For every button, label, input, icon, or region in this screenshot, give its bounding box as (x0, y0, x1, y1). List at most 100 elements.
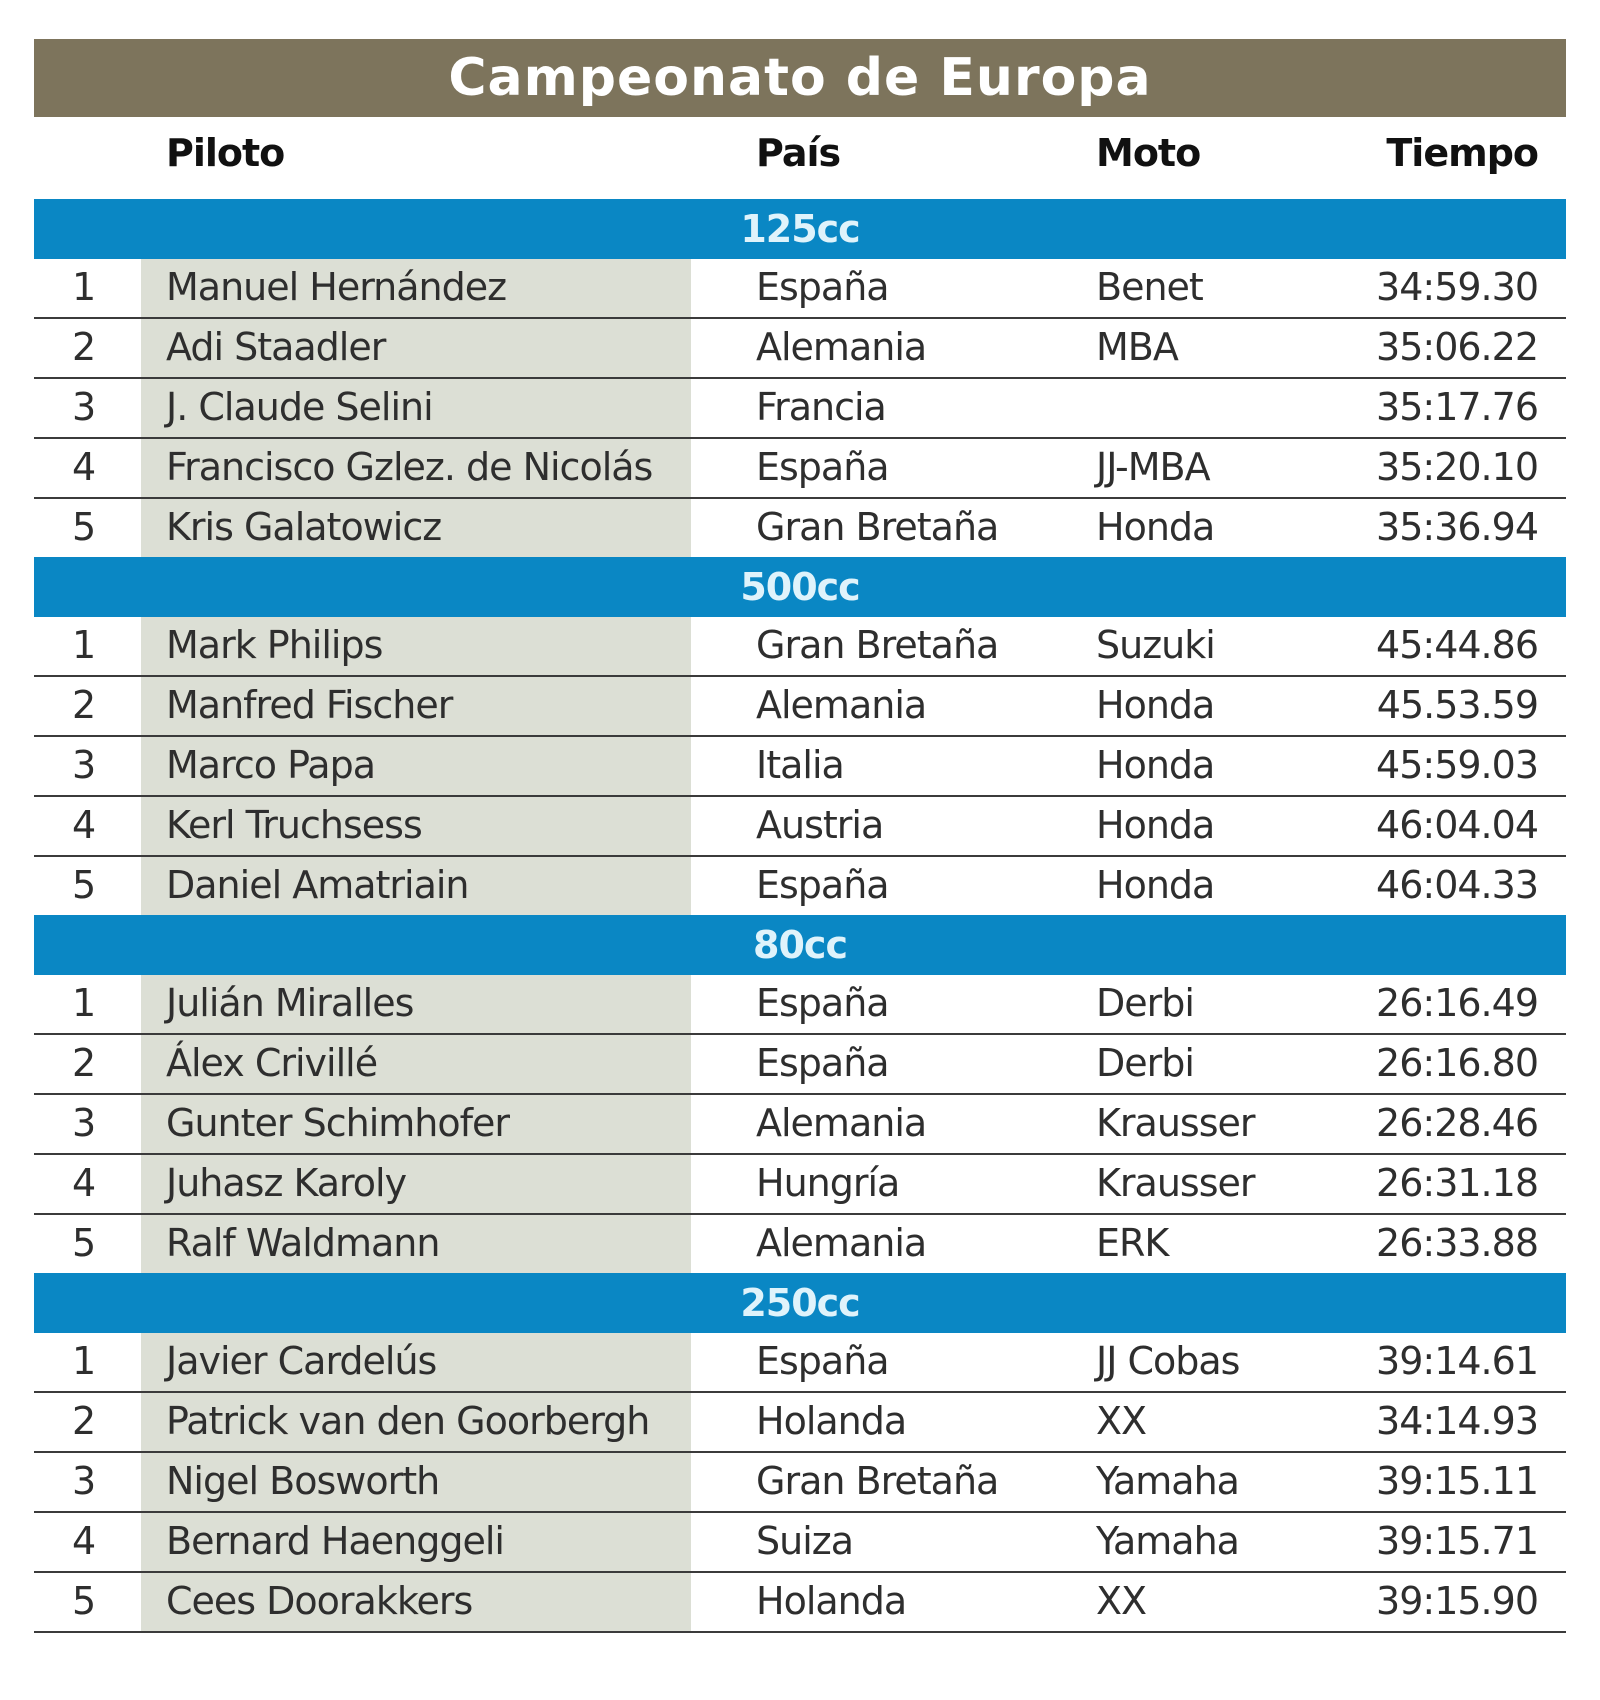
section-header: 500cc (34, 557, 1566, 617)
position-cell: 5 (72, 505, 96, 549)
bike-cell: Derbi (1096, 1041, 1195, 1085)
table-row: 3 Marco Papa Italia Honda 45:59.03 (34, 737, 1566, 797)
pilot-cell: Javier Cardelús (166, 1339, 437, 1383)
name-column-shading (141, 319, 691, 377)
time-cell: 45.53.59 (1376, 683, 1539, 727)
pilot-cell: Patrick van den Goorbergh (166, 1399, 650, 1443)
table-row: 3 Nigel Bosworth Gran Bretaña Yamaha 39:15.1… (34, 1453, 1566, 1513)
name-column-shading (141, 1393, 691, 1451)
position-cell: 1 (72, 981, 96, 1025)
name-column-shading (141, 1035, 691, 1093)
position-cell: 5 (72, 863, 96, 907)
bike-cell: Honda (1096, 743, 1215, 787)
column-headers: Piloto País Moto Tiempo (34, 117, 1566, 199)
name-column-shading (141, 1215, 691, 1273)
header-country: País (756, 131, 841, 175)
country-cell: España (756, 981, 890, 1025)
position-cell: 2 (72, 325, 96, 369)
header-bike: Moto (1096, 131, 1201, 175)
position-cell: 5 (72, 1579, 96, 1623)
pilot-cell: Marco Papa (166, 743, 376, 787)
pilot-cell: Gunter Schimhofer (166, 1101, 510, 1145)
table-row: 5 Daniel Amatriain España Honda 46:04.33 (34, 857, 1566, 915)
position-cell: 1 (72, 265, 96, 309)
time-cell: 26:31.18 (1376, 1161, 1539, 1205)
position-cell: 2 (72, 683, 96, 727)
position-cell: 1 (72, 623, 96, 667)
table-row: 1 Julián Miralles España Derbi 26:16.49 (34, 975, 1566, 1035)
sections-container: 125cc 1 Manuel Hernández España Benet 34:59.3… (34, 199, 1566, 1633)
table-row: 3 J. Claude Selini Francia 35:17.76 (34, 379, 1566, 439)
bike-cell: Honda (1096, 803, 1215, 847)
country-cell: España (756, 265, 890, 309)
name-column-shading (141, 617, 691, 675)
table-row: 4 Juhasz Karoly Hungría Krausser 26:31.18 (34, 1155, 1566, 1215)
country-cell: Italia (756, 743, 845, 787)
table-row: 2 Manfred Fischer Alemania Honda 45.53.59 (34, 677, 1566, 737)
pilot-cell: Bernard Haenggeli (166, 1519, 505, 1563)
table-row: 1 Manuel Hernández España Benet 34:59.30 (34, 259, 1566, 319)
name-column-shading (141, 439, 691, 497)
time-cell: 26:33.88 (1376, 1221, 1539, 1265)
country-cell: Hungría (756, 1161, 900, 1205)
country-cell: Francia (756, 385, 887, 429)
country-cell: Alemania (756, 325, 927, 369)
header-pilot: Piloto (166, 131, 285, 175)
name-column-shading (141, 857, 691, 915)
time-cell: 26:16.49 (1376, 981, 1539, 1025)
bike-cell: JJ Cobas (1096, 1339, 1240, 1383)
position-cell: 2 (72, 1041, 96, 1085)
pilot-cell: Álex Crivillé (166, 1041, 378, 1085)
table-row: 2 Álex Crivillé España Derbi 26:16.80 (34, 1035, 1566, 1095)
name-column-shading (141, 379, 691, 437)
pilot-cell: Mark Philips (166, 623, 383, 667)
time-cell: 39:15.90 (1376, 1579, 1539, 1623)
pilot-cell: Julián Miralles (166, 981, 414, 1025)
table-row: 5 Ralf Waldmann Alemania ERK 26:33.88 (34, 1215, 1566, 1273)
name-column-shading (141, 1155, 691, 1213)
position-cell: 1 (72, 1339, 96, 1383)
position-cell: 2 (72, 1399, 96, 1443)
table-title: Campeonato de Europa (34, 39, 1566, 117)
bike-cell: Derbi (1096, 981, 1195, 1025)
section-header: 80cc (34, 915, 1566, 975)
table-row: 5 Kris Galatowicz Gran Bretaña Honda 35:36.9… (34, 499, 1566, 557)
bike-cell: Krausser (1096, 1101, 1256, 1145)
time-cell: 35:36.94 (1376, 505, 1539, 549)
position-cell: 4 (72, 1519, 96, 1563)
country-cell: Gran Bretaña (756, 623, 999, 667)
pilot-cell: Daniel Amatriain (166, 863, 470, 907)
time-cell: 26:16.80 (1376, 1041, 1539, 1085)
bike-cell: XX (1096, 1399, 1147, 1443)
time-cell: 45:44.86 (1376, 623, 1539, 667)
time-cell: 35:17.76 (1376, 385, 1539, 429)
time-cell: 34:59.30 (1376, 265, 1539, 309)
country-cell: España (756, 1041, 890, 1085)
table-row: 2 Adi Staadler Alemania MBA 35:06.22 (34, 319, 1566, 379)
pilot-cell: Kerl Truchsess (166, 803, 423, 847)
country-cell: España (756, 863, 890, 907)
table-row: 4 Bernard Haenggeli Suiza Yamaha 39:15.71 (34, 1513, 1566, 1573)
bike-cell: Honda (1096, 863, 1215, 907)
bike-cell: JJ-MBA (1096, 445, 1211, 489)
bike-cell: Yamaha (1096, 1459, 1240, 1503)
country-cell: Alemania (756, 1101, 927, 1145)
section-header: 250cc (34, 1273, 1566, 1333)
position-cell: 3 (72, 743, 96, 787)
pilot-cell: Kris Galatowicz (166, 505, 442, 549)
time-cell: 46:04.04 (1376, 803, 1539, 847)
bike-cell: Honda (1096, 683, 1215, 727)
table-row: 5 Cees Doorakkers Holanda XX 39:15.90 (34, 1573, 1566, 1633)
table-row: 4 Francisco Gzlez. de Nicolás España JJ-MBA… (34, 439, 1566, 499)
country-cell: Gran Bretaña (756, 505, 999, 549)
header-time: Tiempo (1386, 131, 1539, 175)
time-cell: 46:04.33 (1376, 863, 1539, 907)
name-column-shading (141, 1453, 691, 1511)
bike-cell: XX (1096, 1579, 1147, 1623)
time-cell: 35:20.10 (1376, 445, 1539, 489)
pilot-cell: Manuel Hernández (166, 265, 507, 309)
time-cell: 26:28.46 (1376, 1101, 1539, 1145)
position-cell: 4 (72, 803, 96, 847)
position-cell: 3 (72, 1459, 96, 1503)
pilot-cell: Cees Doorakkers (166, 1579, 473, 1623)
